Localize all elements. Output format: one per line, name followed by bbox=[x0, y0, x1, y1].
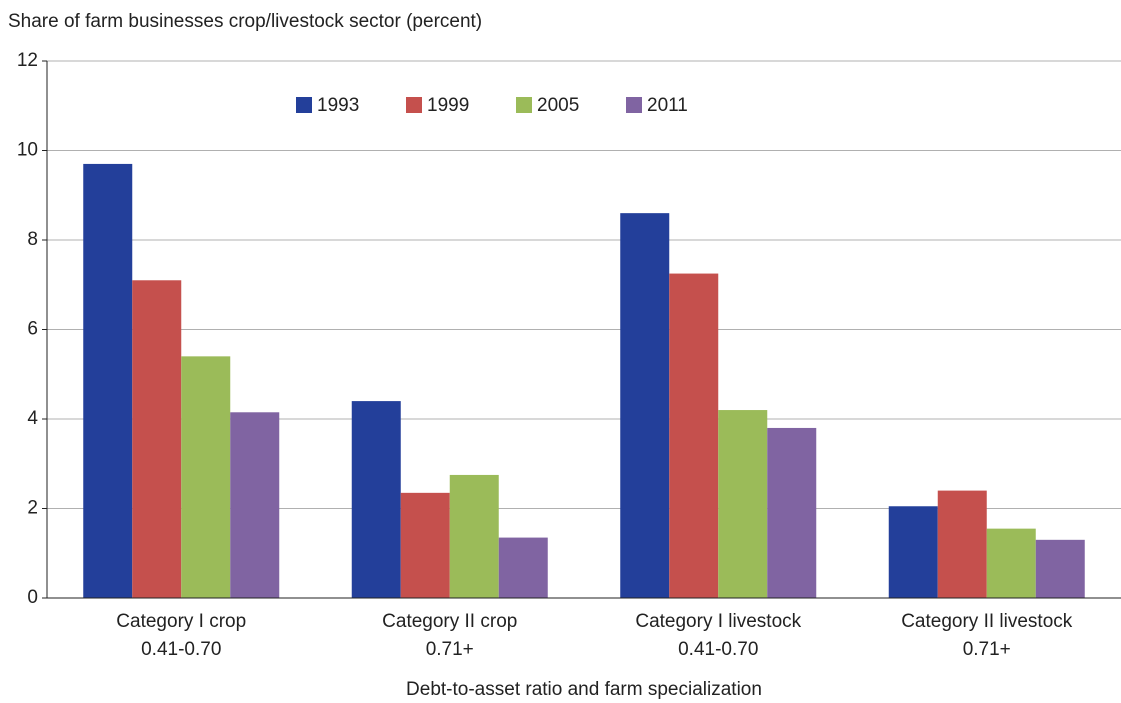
legend-swatch bbox=[406, 97, 422, 113]
x-tick-label: 0.71+ bbox=[426, 639, 474, 660]
bar bbox=[888, 506, 938, 598]
legend-label: 1999 bbox=[427, 95, 469, 116]
legend-swatch bbox=[626, 97, 642, 113]
legend-label: 2011 bbox=[647, 95, 688, 116]
bar bbox=[230, 412, 280, 598]
x-tick-label: Category I livestock bbox=[635, 611, 801, 632]
y-tick-label: 8 bbox=[27, 229, 38, 250]
legend-swatch bbox=[516, 97, 532, 113]
legend-label: 2005 bbox=[537, 95, 579, 116]
y-tick-label: 12 bbox=[17, 50, 38, 71]
x-tick-label: Category II crop bbox=[382, 611, 517, 632]
bar bbox=[351, 401, 401, 598]
x-tick-label: 0.41-0.70 bbox=[678, 639, 758, 660]
bar bbox=[83, 163, 133, 599]
x-axis-title: Debt-to-asset ratio and farm specializat… bbox=[406, 679, 762, 700]
x-tick-label: 0.71+ bbox=[963, 639, 1011, 660]
y-tick-label: 4 bbox=[27, 408, 38, 429]
x-tick-label: 0.41-0.70 bbox=[141, 639, 221, 660]
y-tick-label: 6 bbox=[27, 319, 38, 340]
y-tick-label: 0 bbox=[27, 587, 38, 608]
y-axis-title: Share of farm businesses crop/livestock … bbox=[8, 11, 482, 32]
bar bbox=[498, 537, 548, 598]
bar bbox=[1035, 539, 1085, 598]
bar bbox=[400, 492, 450, 598]
y-tick-label: 10 bbox=[17, 140, 38, 161]
x-tick-label: Category I crop bbox=[116, 611, 246, 632]
bar bbox=[986, 528, 1036, 598]
bar bbox=[132, 280, 182, 598]
bar bbox=[937, 490, 987, 598]
legend-label: 1993 bbox=[317, 95, 359, 116]
y-tick-label: 2 bbox=[27, 498, 38, 519]
bar bbox=[181, 356, 231, 598]
bar bbox=[669, 273, 719, 598]
bar bbox=[449, 474, 499, 598]
bar bbox=[620, 213, 670, 598]
bar bbox=[767, 427, 817, 598]
x-tick-label: Category II livestock bbox=[901, 611, 1073, 632]
bar bbox=[718, 410, 768, 598]
legend-swatch bbox=[296, 97, 312, 113]
